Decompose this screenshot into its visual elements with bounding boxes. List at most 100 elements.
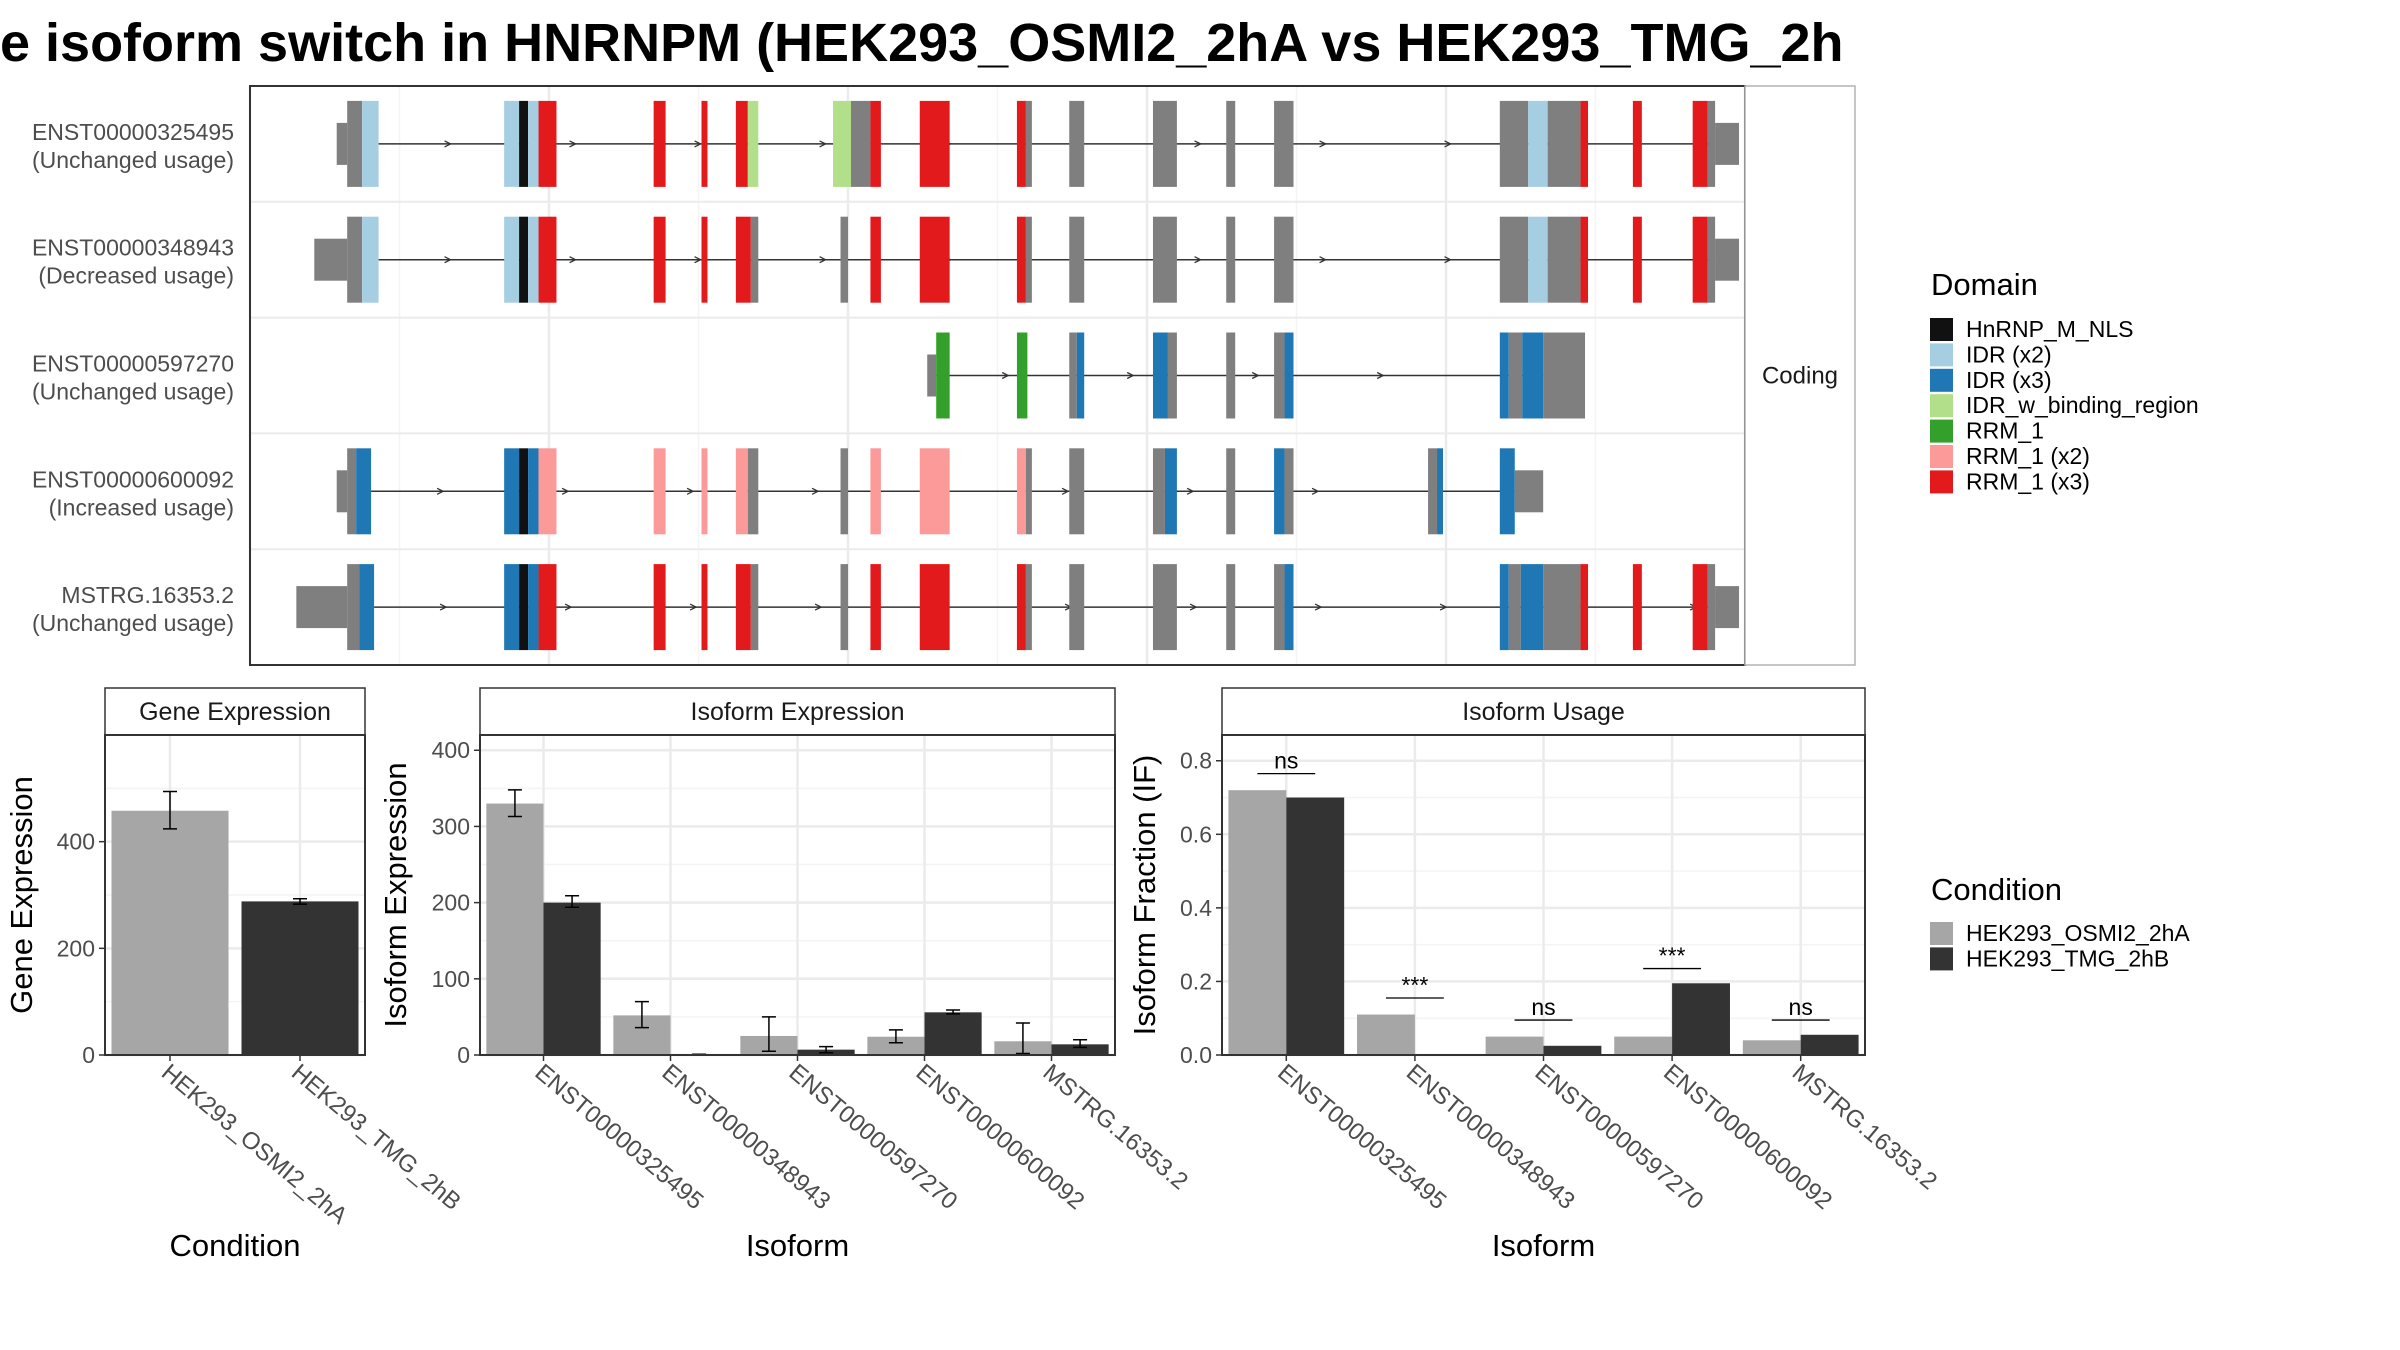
exon-segment: [1167, 332, 1177, 419]
transcript-enst00000600092: [336, 448, 1544, 535]
domain-idr-x3: [528, 564, 539, 651]
legend-key-hnrnp-m-nls: [1930, 318, 1953, 341]
domain-hnrnp-m-nls: [519, 216, 529, 303]
exon-segment: [840, 448, 848, 535]
y-axis-title: Isoform Expression: [378, 762, 413, 1027]
domain-idr-x2: [1528, 100, 1548, 187]
exon-segment: [1226, 216, 1236, 303]
domain-rrm-1-x3: [538, 100, 557, 187]
transcript-id-label: ENST00000597270: [32, 351, 234, 377]
legend-key-hek293-osmi2-2ha: [1930, 922, 1953, 945]
y-tick-label: 0.6: [1180, 821, 1212, 847]
legend-key-idr-x2: [1930, 343, 1953, 367]
error-bar: [293, 897, 307, 905]
y-tick-label: 100: [432, 966, 470, 992]
chart-title: e isoform switch in HNRNPM (HEK293_OSMI2…: [0, 13, 1844, 73]
domain-rrm-1-x3: [735, 100, 748, 187]
panel-strip-title: Gene Expression: [139, 698, 331, 726]
domain-rrm-1: [936, 332, 950, 419]
panel-border: [1221, 734, 1866, 1056]
domain-rrm-1-x3: [1692, 100, 1708, 187]
exon-segment: [1152, 448, 1165, 535]
error-bar: [507, 789, 522, 818]
legend-label-hek293-osmi2-2ha: HEK293_OSMI2_2hA: [1966, 920, 2190, 946]
error-bar: [634, 1000, 649, 1029]
transcript-id-label: ENST00000600092: [32, 466, 234, 492]
domain-rrm-1-x3: [870, 216, 881, 303]
exon-segment: [1226, 100, 1236, 187]
legend-label-rrm-1: RRM_1: [1966, 418, 2044, 444]
y-tick-label: 0.0: [1180, 1042, 1212, 1068]
strand-arrow: [1311, 487, 1320, 495]
bar-enst00000600092-hek293-tmg-2hb: [1672, 983, 1730, 1055]
exon-segment: [1025, 564, 1032, 651]
legend-key-idr-x3: [1930, 368, 1953, 392]
panel-strip: [104, 687, 366, 736]
legend-key-idr-w-binding-region: [1930, 394, 1953, 418]
domain-rrm-1-x3: [701, 564, 708, 651]
panel-isoform-usage: Isoform UsagensENST00000325495***ENST000…: [1127, 687, 1942, 1263]
legend-condition-title: Condition: [1931, 872, 2062, 907]
domain-rrm-1-x3: [1692, 564, 1708, 651]
panel-strip: [1221, 687, 1866, 736]
exon-segment: [1274, 564, 1285, 651]
strand-arrow: [1194, 140, 1203, 148]
x-axis-title: Isoform: [746, 1228, 849, 1263]
strand-arrow: [1194, 256, 1203, 264]
exon-segment: [347, 448, 357, 535]
error-bar: [163, 790, 177, 830]
domain-idr-x3: [1499, 448, 1515, 535]
transcript-enst00000597270: [927, 332, 1586, 419]
strand-arrow: [444, 140, 453, 148]
bar-enst00000600092-hek293-osmi2-2ha: [867, 1036, 925, 1055]
exon-segment: [1547, 100, 1581, 187]
y-tick-label: 0.8: [1180, 748, 1212, 774]
exon-segment: [1274, 100, 1294, 187]
y-tick-label: 0: [82, 1042, 95, 1068]
x-axis-title: Isoform: [1492, 1228, 1595, 1263]
strand-arrow: [819, 140, 828, 148]
y-tick-label: 400: [57, 829, 95, 855]
domain-idr-x3: [356, 448, 372, 535]
transcript-mstrg-16353-2: [296, 564, 1740, 651]
exon-segment: [1707, 100, 1716, 187]
significance-label: ***: [1659, 943, 1686, 969]
strand-arrow: [1251, 371, 1260, 380]
domain-rrm-1-x3: [1632, 100, 1642, 187]
bar-enst00000597270-hek293-osmi2-2ha: [1485, 1036, 1544, 1055]
utr-segment: [1715, 586, 1740, 629]
x-axis-title: Condition: [170, 1228, 301, 1263]
domain-rrm-1-x3: [735, 216, 751, 303]
domain-idr-x2: [504, 100, 520, 187]
strand-arrow: [444, 256, 453, 264]
domain-idr-x3: [1076, 332, 1085, 419]
exon-segment: [1152, 100, 1177, 187]
exon-segment: [1069, 448, 1085, 535]
domain-rrm-1-x3: [701, 100, 708, 187]
exon-segment: [747, 448, 759, 535]
domain-rrm-1-x3: [1580, 100, 1589, 187]
error-bar: [819, 1045, 834, 1054]
strand-arrow: [564, 603, 573, 611]
y-axis-title: Gene Expression: [4, 776, 39, 1014]
domain-idr-x2: [362, 100, 379, 187]
domain-rrm-1: [1016, 332, 1028, 419]
domain-rrm-1-x3: [653, 100, 666, 187]
facet-strip: [1744, 85, 1856, 666]
exon-segment: [1069, 100, 1085, 187]
exon-segment: [850, 100, 871, 187]
exon-segment: [1226, 564, 1236, 651]
domain-idr-x3: [504, 448, 520, 535]
domain-rrm-1-x3: [870, 100, 881, 187]
significance-label: ***: [1401, 972, 1428, 998]
domain-hnrnp-m-nls: [519, 100, 529, 187]
transcript-usage-label: (Decreased usage): [38, 263, 234, 289]
exon-segment: [1152, 216, 1177, 303]
legend-label-rrm-1-x3: RRM_1 (x3): [1966, 468, 2090, 494]
bar-mstrg-16353-2-hek293-tmg-2hb: [1800, 1034, 1859, 1055]
strand-arrow: [561, 487, 570, 495]
exon-segment: [1428, 448, 1438, 535]
domain-idr-x2: [362, 216, 379, 303]
utr-segment: [1715, 238, 1740, 281]
exon-segment: [1707, 564, 1716, 651]
